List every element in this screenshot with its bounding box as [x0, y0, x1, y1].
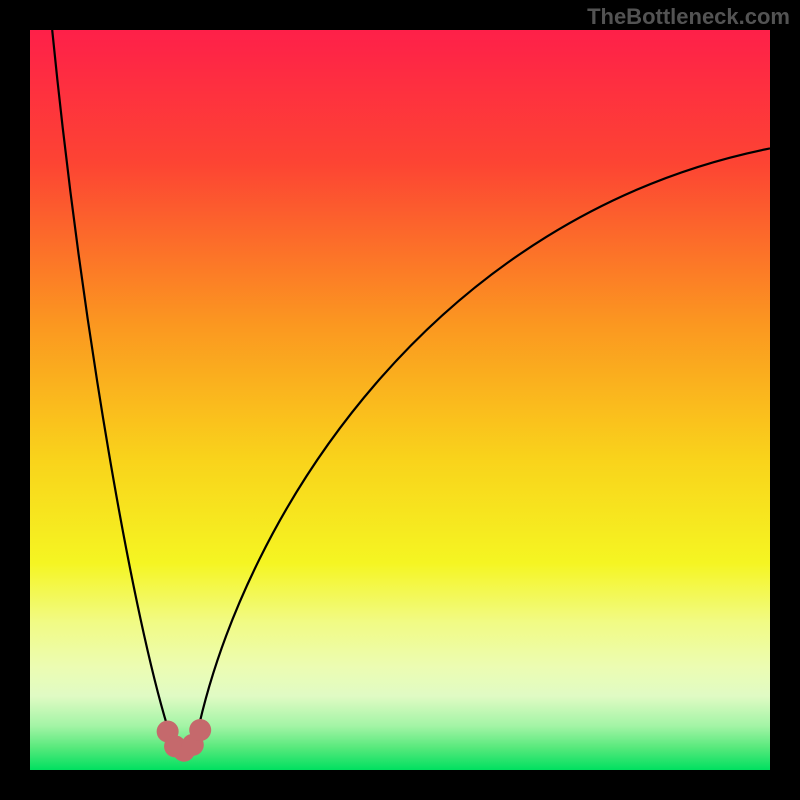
- plot-background-gradient: [30, 30, 770, 770]
- bottleneck-chart: [0, 0, 800, 800]
- attribution-text: TheBottleneck.com: [587, 4, 790, 30]
